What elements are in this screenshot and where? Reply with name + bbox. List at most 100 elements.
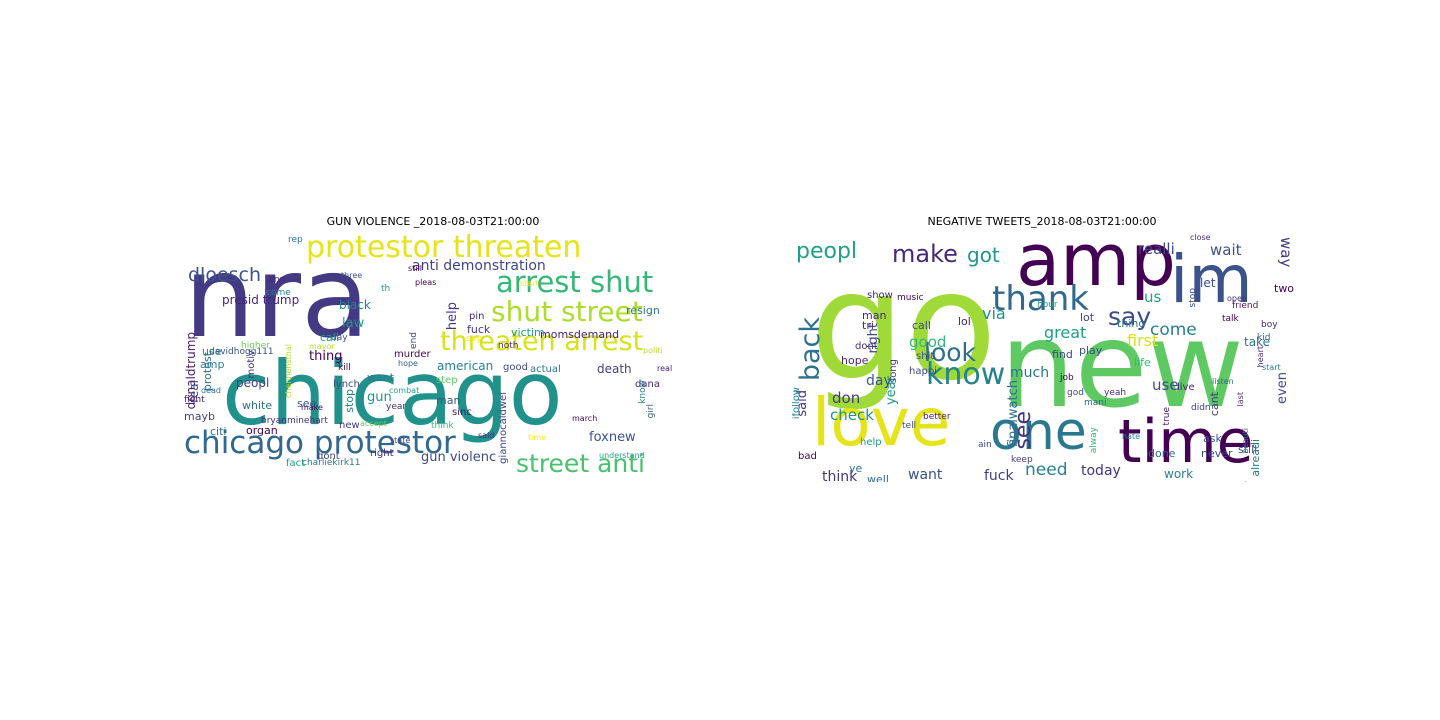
cloud-word: man <box>862 309 887 322</box>
cloud-word: listen <box>1212 377 1234 386</box>
cloud-word: think <box>431 421 454 431</box>
cloud-word: make <box>301 403 323 412</box>
cloud-word: cant <box>1208 392 1221 417</box>
cloud-word: ain <box>978 440 992 450</box>
cloud-word: dont <box>855 341 878 352</box>
cloud-word: davidhogg111 <box>209 347 274 357</box>
cloud-word: got <box>967 243 1000 267</box>
cloud-word: citi <box>210 425 227 438</box>
cloud-word: call <box>320 331 339 344</box>
cloud-word: know <box>926 357 1006 392</box>
cloud-word: yeah <box>1104 388 1127 398</box>
cloud-word: thing <box>309 349 343 364</box>
cloud-word: even <box>1275 372 1290 404</box>
cloud-word: threaten arrest <box>440 326 644 357</box>
cloud-word: im <box>1170 241 1253 318</box>
panel-title-negative-tweets: NEGATIVE TWEETS_2018-08-03T21:00:00 <box>927 215 1157 228</box>
cloud-word: work <box>1164 467 1194 481</box>
cloud-word: come <box>266 288 291 298</box>
cloud-word: use <box>202 345 222 358</box>
cloud-word: new <box>1000 296 1244 434</box>
word-cloud-gun-violence: nra chicago protestor threaten arrest shut s… <box>184 232 684 482</box>
cloud-word: noth <box>498 341 519 351</box>
cloud-word: well <box>867 473 889 482</box>
cloud-word: today <box>1081 463 1121 479</box>
cloud-word: sinc <box>452 407 472 418</box>
cloud-word: end <box>409 332 419 349</box>
cloud-word: three <box>341 271 363 280</box>
cloud-word: heart <box>1256 346 1265 368</box>
cloud-word: close <box>1190 233 1211 242</box>
cloud-word: white <box>242 399 273 412</box>
cloud-word: open <box>1227 294 1247 303</box>
cloud-word: state <box>390 436 411 445</box>
cloud-word: let <box>1200 276 1216 290</box>
cloud-word: kill <box>338 363 351 373</box>
cloud-word: victim <box>511 326 545 339</box>
cloud-word: find <box>1052 348 1073 361</box>
cloud-word: music <box>897 293 924 303</box>
cloud-word: better <box>923 412 951 422</box>
cloud-word: know <box>638 380 648 404</box>
cloud-word: presid trump <box>222 293 300 307</box>
cloud-word: said <box>478 431 495 440</box>
cloud-word: fact <box>286 458 306 469</box>
cloud-word: shut street <box>491 295 643 328</box>
cloud-word: mani <box>1084 398 1107 408</box>
cloud-word: much <box>1010 365 1050 381</box>
cloud-word: job <box>1060 373 1074 383</box>
cloud-word: look <box>924 338 977 367</box>
cloud-word: dloesch <box>188 264 262 286</box>
cloud-word: call <box>912 319 931 332</box>
cloud-word: higher <box>241 341 270 351</box>
cloud-word: man <box>436 394 461 407</box>
cloud-word: god <box>1067 388 1084 398</box>
cloud-word: good <box>909 333 947 351</box>
cloud-word: new <box>339 420 360 431</box>
cloud-word: cnn <box>269 275 286 285</box>
cloud-word: still <box>1238 443 1258 456</box>
cloud-word: hate <box>1122 432 1141 441</box>
cloud-word: done <box>1148 447 1176 460</box>
cloud-word: street anti <box>516 449 645 478</box>
cloud-word: happi <box>909 366 937 377</box>
cloud-word: two <box>1274 282 1294 295</box>
cloud-word: murder <box>394 349 431 360</box>
cloud-word: alway <box>1089 427 1099 454</box>
cloud-word: wait <box>1210 241 1242 259</box>
cloud-word: come <box>1150 320 1197 340</box>
cloud-word: pleas <box>415 278 437 287</box>
cloud-word: combat <box>389 386 420 395</box>
cloud-word: american <box>437 359 494 373</box>
cloud-word: way <box>1277 237 1294 268</box>
cloud-word: time <box>1118 407 1254 477</box>
cloud-word: time <box>528 433 547 442</box>
cloud-word: protestor threaten <box>306 232 582 265</box>
cloud-word: help <box>445 302 460 331</box>
cloud-word: see <box>297 397 317 410</box>
cloud-word: rep <box>288 235 303 245</box>
cloud-word: ye <box>849 462 863 475</box>
cloud-word: think <box>822 469 858 482</box>
cloud-word: don <box>832 389 861 407</box>
cloud-word: politi <box>643 346 663 355</box>
cloud-word: amp <box>200 358 225 371</box>
cloud-word: bad <box>798 451 817 462</box>
cloud-word: real <box>657 364 673 373</box>
cloud-word: ask <box>1203 432 1222 445</box>
cloud-word: didn <box>1191 403 1211 413</box>
cloud-word: need <box>1025 460 1068 480</box>
cloud-word: start <box>520 279 539 288</box>
panel-title-gun-violence: GUN VIOLENCE _2018-08-03T21:00:00 <box>326 215 540 228</box>
cloud-word: show <box>867 290 893 301</box>
cloud-word: love <box>812 384 951 461</box>
cloud-word: step <box>436 375 458 386</box>
cloud-word: use <box>1152 376 1179 394</box>
cloud-word: great <box>1044 323 1087 342</box>
cloud-word: live <box>1177 382 1195 393</box>
cloud-word: gun violenc <box>421 450 497 465</box>
cloud-word: stop <box>1188 288 1198 308</box>
cloud-word: want <box>367 371 395 384</box>
cloud-word: go <box>810 240 997 414</box>
cloud-word: bryanminehart <box>261 416 328 426</box>
